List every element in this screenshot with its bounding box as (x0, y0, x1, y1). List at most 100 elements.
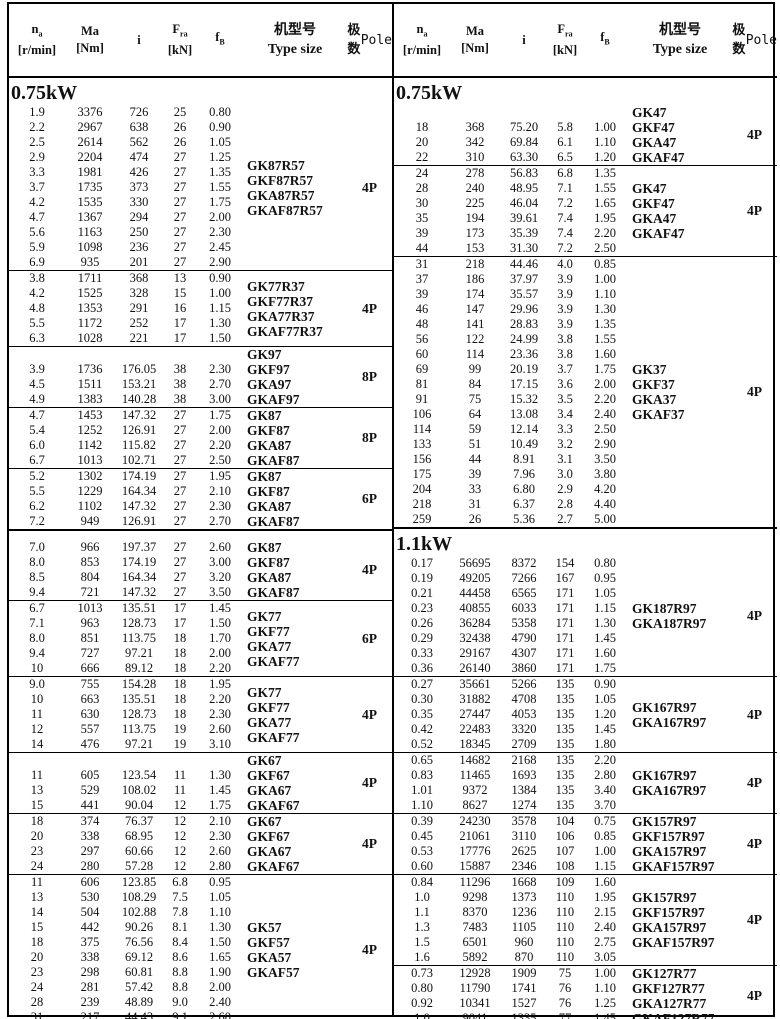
torque-cell: 853 (80, 555, 100, 569)
table-row: 35 194 39.61 7.4 1.95 (394, 211, 628, 226)
radial-force-cell: 11 (173, 768, 187, 782)
table-row: 0.27 35661 5266 135 0.90 (394, 677, 628, 692)
torque-cell: 1252 (77, 423, 103, 437)
speed-cell: 20 (30, 950, 44, 964)
data-rows: 7.0 966 197.37 27 2.60 8.0 853 174.19 27 3.00 8.5 8… (9, 540, 243, 600)
speed-cell: 6.7 (29, 453, 45, 467)
service-factor-cell: 1.65 (209, 950, 231, 964)
speed-cell: 1.01 (411, 783, 433, 797)
service-factor-cell: 2.20 (209, 438, 231, 452)
torque-cell: 1098 (77, 240, 103, 254)
radial-force-cell: 3.6 (557, 377, 573, 391)
radial-force-cell: 27 (173, 225, 187, 239)
torque-cell: 36284 (459, 616, 491, 630)
radial-force-cell: 3.7 (557, 362, 573, 376)
radial-force-cell: 18 (173, 677, 187, 691)
torque-cell: 368 (465, 120, 485, 134)
speed-cell: 259 (412, 512, 432, 526)
torque-cell: 1229 (77, 484, 103, 498)
radial-force-cell: 27 (173, 555, 187, 569)
service-factor-cell: 1.30 (209, 316, 231, 330)
radial-force-cell: 3.8 (557, 332, 573, 346)
speed-cell: 4.2 (29, 195, 45, 209)
torque-cell: 9298 (462, 890, 488, 904)
speed-cell: 1.5 (414, 935, 430, 949)
type-group: 9.0 755 154.28 18 1.95 10 663 135.51 18 2.20 11 630… (9, 676, 392, 752)
ratio-cell: 960 (514, 935, 534, 949)
service-factor-cell: 2.20 (209, 661, 231, 675)
speed-cell: 1.3 (414, 920, 430, 934)
type-size-list: GK167R97 GKA167R97 (628, 753, 732, 813)
service-factor-cell: 1.90 (209, 965, 231, 979)
ratio-cell: 35.57 (509, 287, 539, 301)
type-size: GKA67 (247, 844, 292, 859)
pole-count: 4P (747, 775, 762, 790)
data-rows: 11 606 123.85 6.8 0.95 13 530 108.29 7.5 1.05 14 50… (9, 875, 243, 1019)
speed-cell: 18 (415, 120, 429, 134)
ratio-cell: 48.89 (124, 995, 154, 1009)
radial-force-cell: 167 (555, 571, 575, 585)
torque-cell: 147 (465, 302, 485, 316)
service-factor-cell: 1.95 (594, 890, 616, 904)
ratio-cell: 123.85 (121, 875, 157, 889)
torque-cell: 666 (80, 661, 100, 675)
ratio-cell: 474 (129, 150, 149, 164)
speed-cell: 106 (412, 407, 432, 421)
radial-force-cell: 15 (173, 286, 187, 300)
type-size: GKF157R97 (632, 905, 705, 920)
torque-cell: 173 (465, 226, 485, 240)
ratio-cell: 6.37 (513, 497, 535, 511)
radial-force-cell: 13 (173, 271, 187, 285)
speed-cell: 81 (415, 377, 429, 391)
speed-cell: 114 (412, 422, 432, 436)
torque-cell: 194 (465, 211, 485, 225)
speed-cell: 12 (30, 722, 44, 736)
service-factor-cell: 2.70 (209, 377, 231, 391)
speed-cell: 30 (415, 196, 429, 210)
speed-cell: 3.9 (29, 362, 45, 376)
pole-count: 4P (747, 706, 762, 722)
ratio-cell: 10.49 (509, 437, 539, 451)
ratio-cell: 368 (129, 271, 149, 285)
ratio-cell: 1236 (511, 905, 537, 919)
radial-force-cell: 26 (173, 120, 187, 134)
speed-cell: 5.5 (29, 484, 45, 498)
table-row: 14 504 102.88 7.8 1.10 (9, 905, 243, 920)
speed-cell: 60 (415, 347, 429, 361)
table-row: 4.2 1535 330 27 1.75 (9, 195, 243, 210)
service-factor-cell: 1.70 (209, 631, 231, 645)
torque-cell: 338 (80, 950, 100, 964)
type-size: GK47 (632, 181, 667, 196)
type-size: GKF87R57 (247, 172, 313, 188)
radial-force-cell: 135 (555, 707, 575, 721)
table-row: 0.45 21061 3110 106 0.85 (394, 829, 628, 844)
type-size: GKF157R97 (632, 829, 705, 844)
torque-cell: 504 (80, 905, 100, 919)
type-size: GKAF157R97 (632, 859, 715, 874)
radial-force-cell: 27 (173, 484, 187, 498)
table-row: 1.1 8370 1236 110 2.15 (394, 905, 628, 920)
type-size: GKAF47 (632, 150, 685, 165)
table-row: 91 75 15.32 3.5 2.20 (394, 392, 628, 407)
left-half: na [r/min] Ma [Nm] i Fra [kN] fB 机型号 Type si… (9, 4, 392, 1019)
service-factor-cell: 1.25 (594, 996, 616, 1010)
type-group: 0.73 12928 1909 75 1.00 0.80 11790 1741 76 1.10 0.… (394, 965, 777, 1019)
radial-force-cell: 19 (173, 737, 187, 751)
ratio-cell: 29.96 (509, 302, 539, 316)
ratio-cell: 3860 (511, 661, 537, 675)
ratio-cell: 63.30 (509, 150, 539, 164)
service-factor-cell: 2.20 (209, 692, 231, 706)
speed-cell: 0.52 (411, 737, 433, 751)
header-radial-force: Fra [kN] (552, 21, 578, 58)
speed-cell: 6.7 (29, 601, 45, 615)
radial-force-cell: 27 (173, 180, 187, 194)
service-factor-cell: 0.95 (594, 571, 616, 585)
table-row: 15 442 90.26 8.1 1.30 (9, 920, 243, 935)
torque-cell: 26 (468, 512, 482, 526)
torque-cell: 18345 (459, 737, 491, 751)
service-factor-cell: 2.60 (209, 540, 231, 554)
pole-count: 4P (747, 127, 762, 142)
torque-cell: 31882 (459, 692, 491, 706)
ratio-cell: 20.19 (509, 362, 539, 376)
speed-cell: 22 (415, 150, 429, 164)
